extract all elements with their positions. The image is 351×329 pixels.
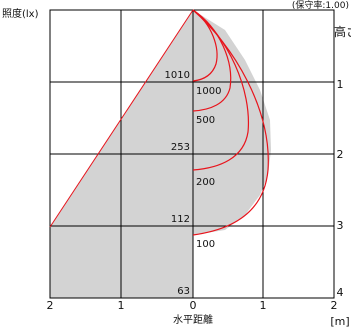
height-axis-title: 高さ — [334, 24, 351, 39]
isolux-curve-100 — [192, 9, 269, 236]
isolux-label-200: 200 — [196, 177, 215, 188]
distance-axis-title: 水平距離 — [173, 313, 213, 326]
illuminance-unit-label: 照度(lx) — [2, 7, 39, 20]
distance-axis-unit: [m] — [330, 315, 349, 328]
center-illuminance-1m: 1010 — [165, 70, 190, 81]
distance-tick-center-0: 0 — [190, 299, 197, 312]
height-tick-1: 1 — [337, 78, 344, 91]
isolux-label-1000: 1000 — [196, 86, 221, 97]
center-illuminance-2m: 253 — [171, 142, 190, 153]
height-tick-2: 2 — [337, 148, 344, 161]
grid — [49, 9, 335, 299]
center-illuminance-4m: 63 — [177, 286, 190, 297]
beam-edge-line — [49, 9, 194, 228]
center-illuminance-3m: 112 — [171, 214, 190, 225]
isolux-curve-1000 — [192, 9, 218, 82]
height-tick-4: 4 — [337, 286, 344, 299]
isolux-label-500: 500 — [196, 115, 215, 126]
distance-tick-left-1: 1 — [118, 299, 125, 312]
isolux-curves — [192, 9, 269, 236]
distance-tick-left-2: 2 — [47, 299, 54, 312]
maintenance-factor-label: (保守率:1.00) — [292, 0, 349, 11]
isolux-label-100: 100 — [196, 239, 215, 250]
distance-tick-right-1: 1 — [260, 299, 267, 312]
distance-tick-right-2: 2 — [331, 299, 338, 312]
height-tick-3: 3 — [337, 219, 344, 232]
